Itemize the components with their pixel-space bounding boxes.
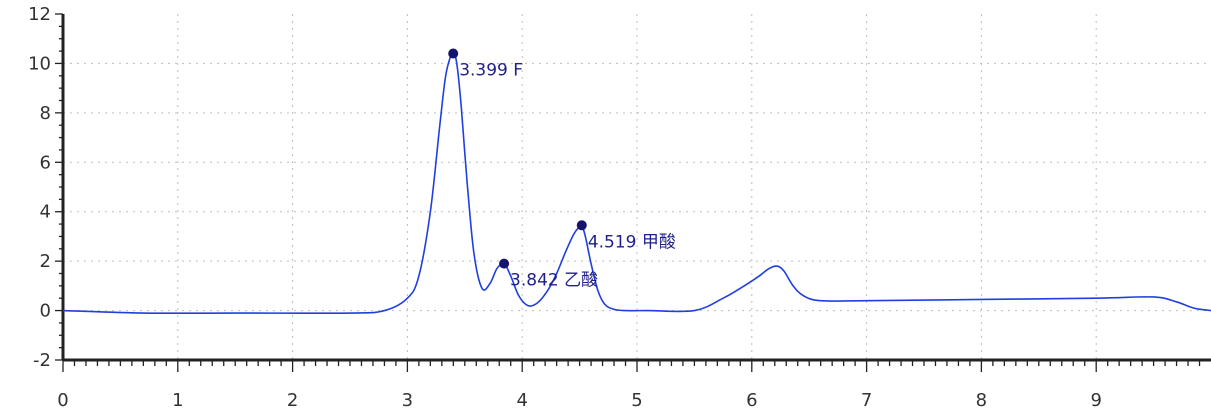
grid-layer — [63, 14, 1211, 360]
trace-layer — [62, 52, 1211, 315]
y-tick-label: 10 — [28, 53, 51, 74]
peak-marker — [499, 258, 510, 269]
x-tick-label: 3 — [402, 390, 413, 410]
peak-label: 3.399 F — [459, 61, 523, 81]
peak-layer: 3.399 F 3.842 乙酸 4.519 甲酸 — [448, 48, 676, 291]
x-tick-label: 4 — [516, 390, 527, 410]
peak-marker — [448, 48, 459, 59]
x-tick-label: 5 — [631, 390, 642, 410]
y-tick-label: 2 — [40, 251, 51, 272]
x-tick-label: 7 — [861, 390, 872, 410]
x-tick-label: 2 — [287, 390, 298, 410]
y-tick-label: 0 — [40, 301, 51, 322]
y-tick-label: -2 — [33, 350, 51, 371]
peak-label: 4.519 甲酸 — [588, 232, 676, 252]
chromatogram-trace — [62, 52, 1211, 315]
y-tick-label: 12 — [28, 4, 51, 25]
x-tick-label: 8 — [976, 390, 987, 410]
y-tick-label: 8 — [40, 103, 51, 124]
y-tick-label: 4 — [40, 202, 51, 223]
peak-label: 3.842 乙酸 — [510, 271, 598, 291]
peak-marker — [576, 220, 587, 231]
x-tick-label: 9 — [1090, 390, 1101, 410]
x-tick-label: 1 — [172, 390, 183, 410]
x-tick-label: 0 — [57, 390, 68, 410]
y-tick-label: 6 — [40, 152, 51, 173]
x-tick-label: 6 — [746, 390, 757, 410]
